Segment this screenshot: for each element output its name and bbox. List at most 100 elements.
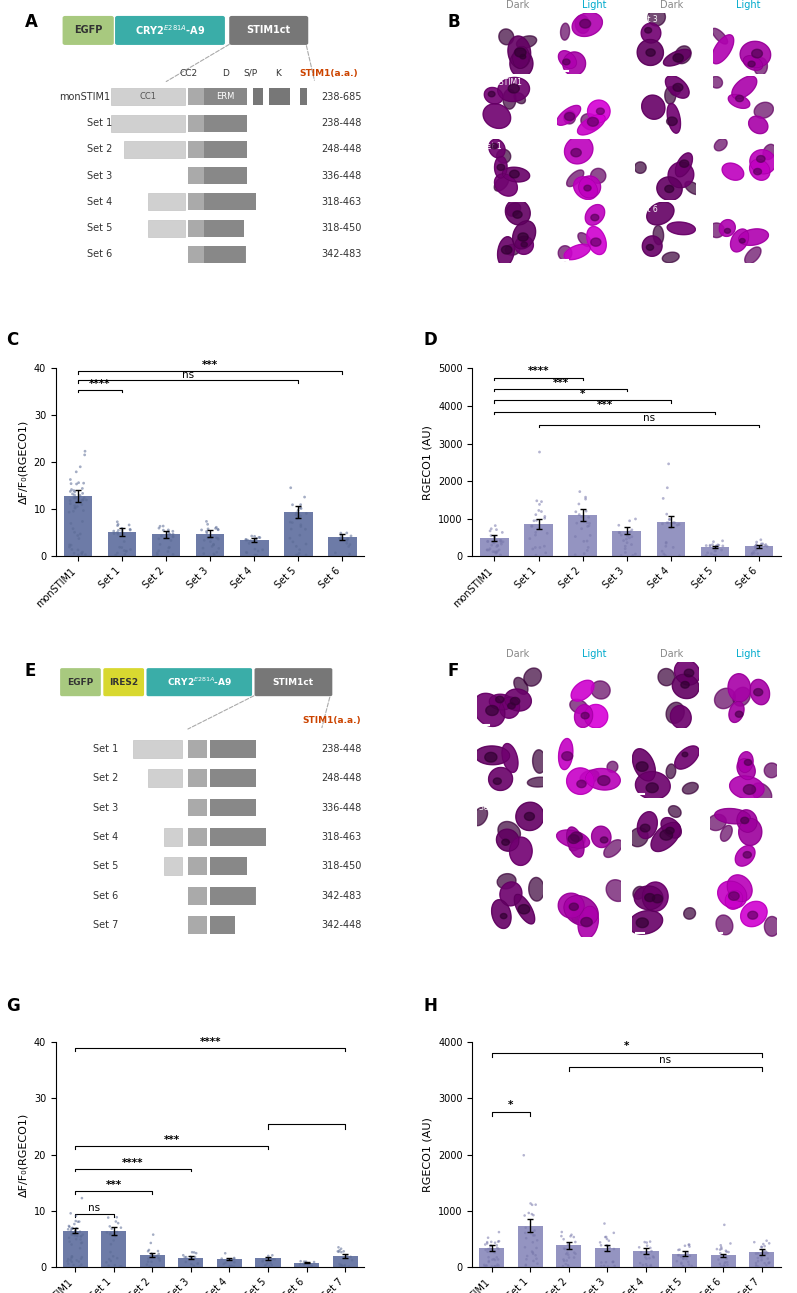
Point [286, 512, 299, 533]
Point [750, 1244, 763, 1265]
Point [599, 1252, 612, 1272]
Point [485, 1236, 497, 1257]
Point [760, 1243, 773, 1263]
Point [340, 1245, 353, 1266]
Polygon shape [502, 167, 530, 182]
Text: Set 7: Set 7 [635, 873, 655, 882]
Point [68, 543, 80, 564]
FancyBboxPatch shape [115, 16, 225, 45]
Point [294, 1250, 307, 1271]
Point [557, 1249, 570, 1270]
Polygon shape [709, 222, 724, 238]
Point [640, 1232, 653, 1253]
Polygon shape [675, 153, 693, 177]
Bar [148, 194, 186, 211]
Polygon shape [666, 702, 685, 723]
Point [205, 528, 218, 548]
Point [111, 543, 124, 564]
Text: ns: ns [659, 1055, 671, 1065]
Point [163, 524, 175, 544]
Point [715, 1237, 728, 1258]
Polygon shape [719, 220, 736, 237]
Point [63, 1227, 76, 1248]
Polygon shape [502, 743, 518, 772]
Bar [189, 141, 204, 158]
Text: ns: ns [642, 414, 655, 423]
Bar [480, 538, 508, 556]
Text: ****: **** [89, 379, 111, 389]
Polygon shape [736, 711, 743, 718]
Point [564, 1226, 577, 1246]
Point [601, 1241, 614, 1262]
Polygon shape [572, 13, 603, 36]
Polygon shape [637, 40, 663, 66]
Point [68, 480, 80, 500]
Point [755, 1236, 768, 1257]
Point [705, 543, 718, 564]
Point [69, 498, 81, 518]
Polygon shape [591, 168, 606, 184]
Point [108, 1256, 121, 1276]
Point [623, 511, 636, 531]
Point [298, 1252, 311, 1272]
Polygon shape [513, 211, 522, 219]
Point [667, 537, 680, 557]
Polygon shape [673, 54, 683, 62]
Point [285, 518, 297, 539]
Point [167, 526, 179, 547]
Point [167, 544, 179, 565]
Polygon shape [754, 58, 768, 75]
Point [65, 513, 77, 534]
Polygon shape [508, 703, 515, 709]
Point [69, 522, 81, 543]
Point [709, 544, 722, 565]
Text: Light: Light [736, 0, 761, 10]
Point [76, 511, 88, 531]
Point [65, 535, 77, 556]
Point [489, 516, 501, 537]
Point [638, 1232, 651, 1253]
Point [108, 1230, 120, 1250]
Point [167, 524, 179, 544]
Point [530, 509, 543, 530]
Point [496, 522, 508, 543]
Point [532, 518, 545, 539]
Point [197, 538, 210, 559]
Polygon shape [510, 50, 533, 78]
Point [675, 1246, 688, 1267]
Point [715, 539, 728, 560]
Point [572, 494, 585, 515]
Text: STIM1(a.a.): STIM1(a.a.) [300, 69, 358, 78]
Text: *: * [580, 389, 585, 398]
Point [207, 543, 220, 564]
Point [756, 1246, 768, 1267]
Point [484, 1239, 497, 1259]
Point [535, 502, 548, 522]
Point [75, 1234, 88, 1254]
Polygon shape [667, 103, 681, 133]
Polygon shape [497, 237, 514, 266]
Point [77, 473, 90, 494]
Point [613, 522, 626, 543]
Point [76, 1246, 88, 1267]
Point [720, 1246, 732, 1267]
Point [556, 1222, 568, 1243]
Text: CRY2$^{E281A}$-A9: CRY2$^{E281A}$-A9 [167, 676, 232, 688]
Polygon shape [736, 846, 755, 866]
Point [575, 518, 588, 539]
Text: ns: ns [88, 1202, 100, 1213]
Point [205, 528, 218, 548]
Point [525, 516, 538, 537]
Point [297, 1254, 310, 1275]
Point [120, 540, 132, 561]
Text: monSTIM1: monSTIM1 [59, 92, 110, 102]
Text: Set 4: Set 4 [92, 831, 118, 842]
Point [104, 1223, 117, 1244]
Point [490, 537, 503, 557]
Text: ns: ns [182, 370, 194, 380]
Polygon shape [737, 759, 756, 780]
Polygon shape [492, 900, 511, 928]
Point [76, 478, 88, 499]
Text: 318-463: 318-463 [321, 831, 361, 842]
Point [704, 535, 717, 556]
